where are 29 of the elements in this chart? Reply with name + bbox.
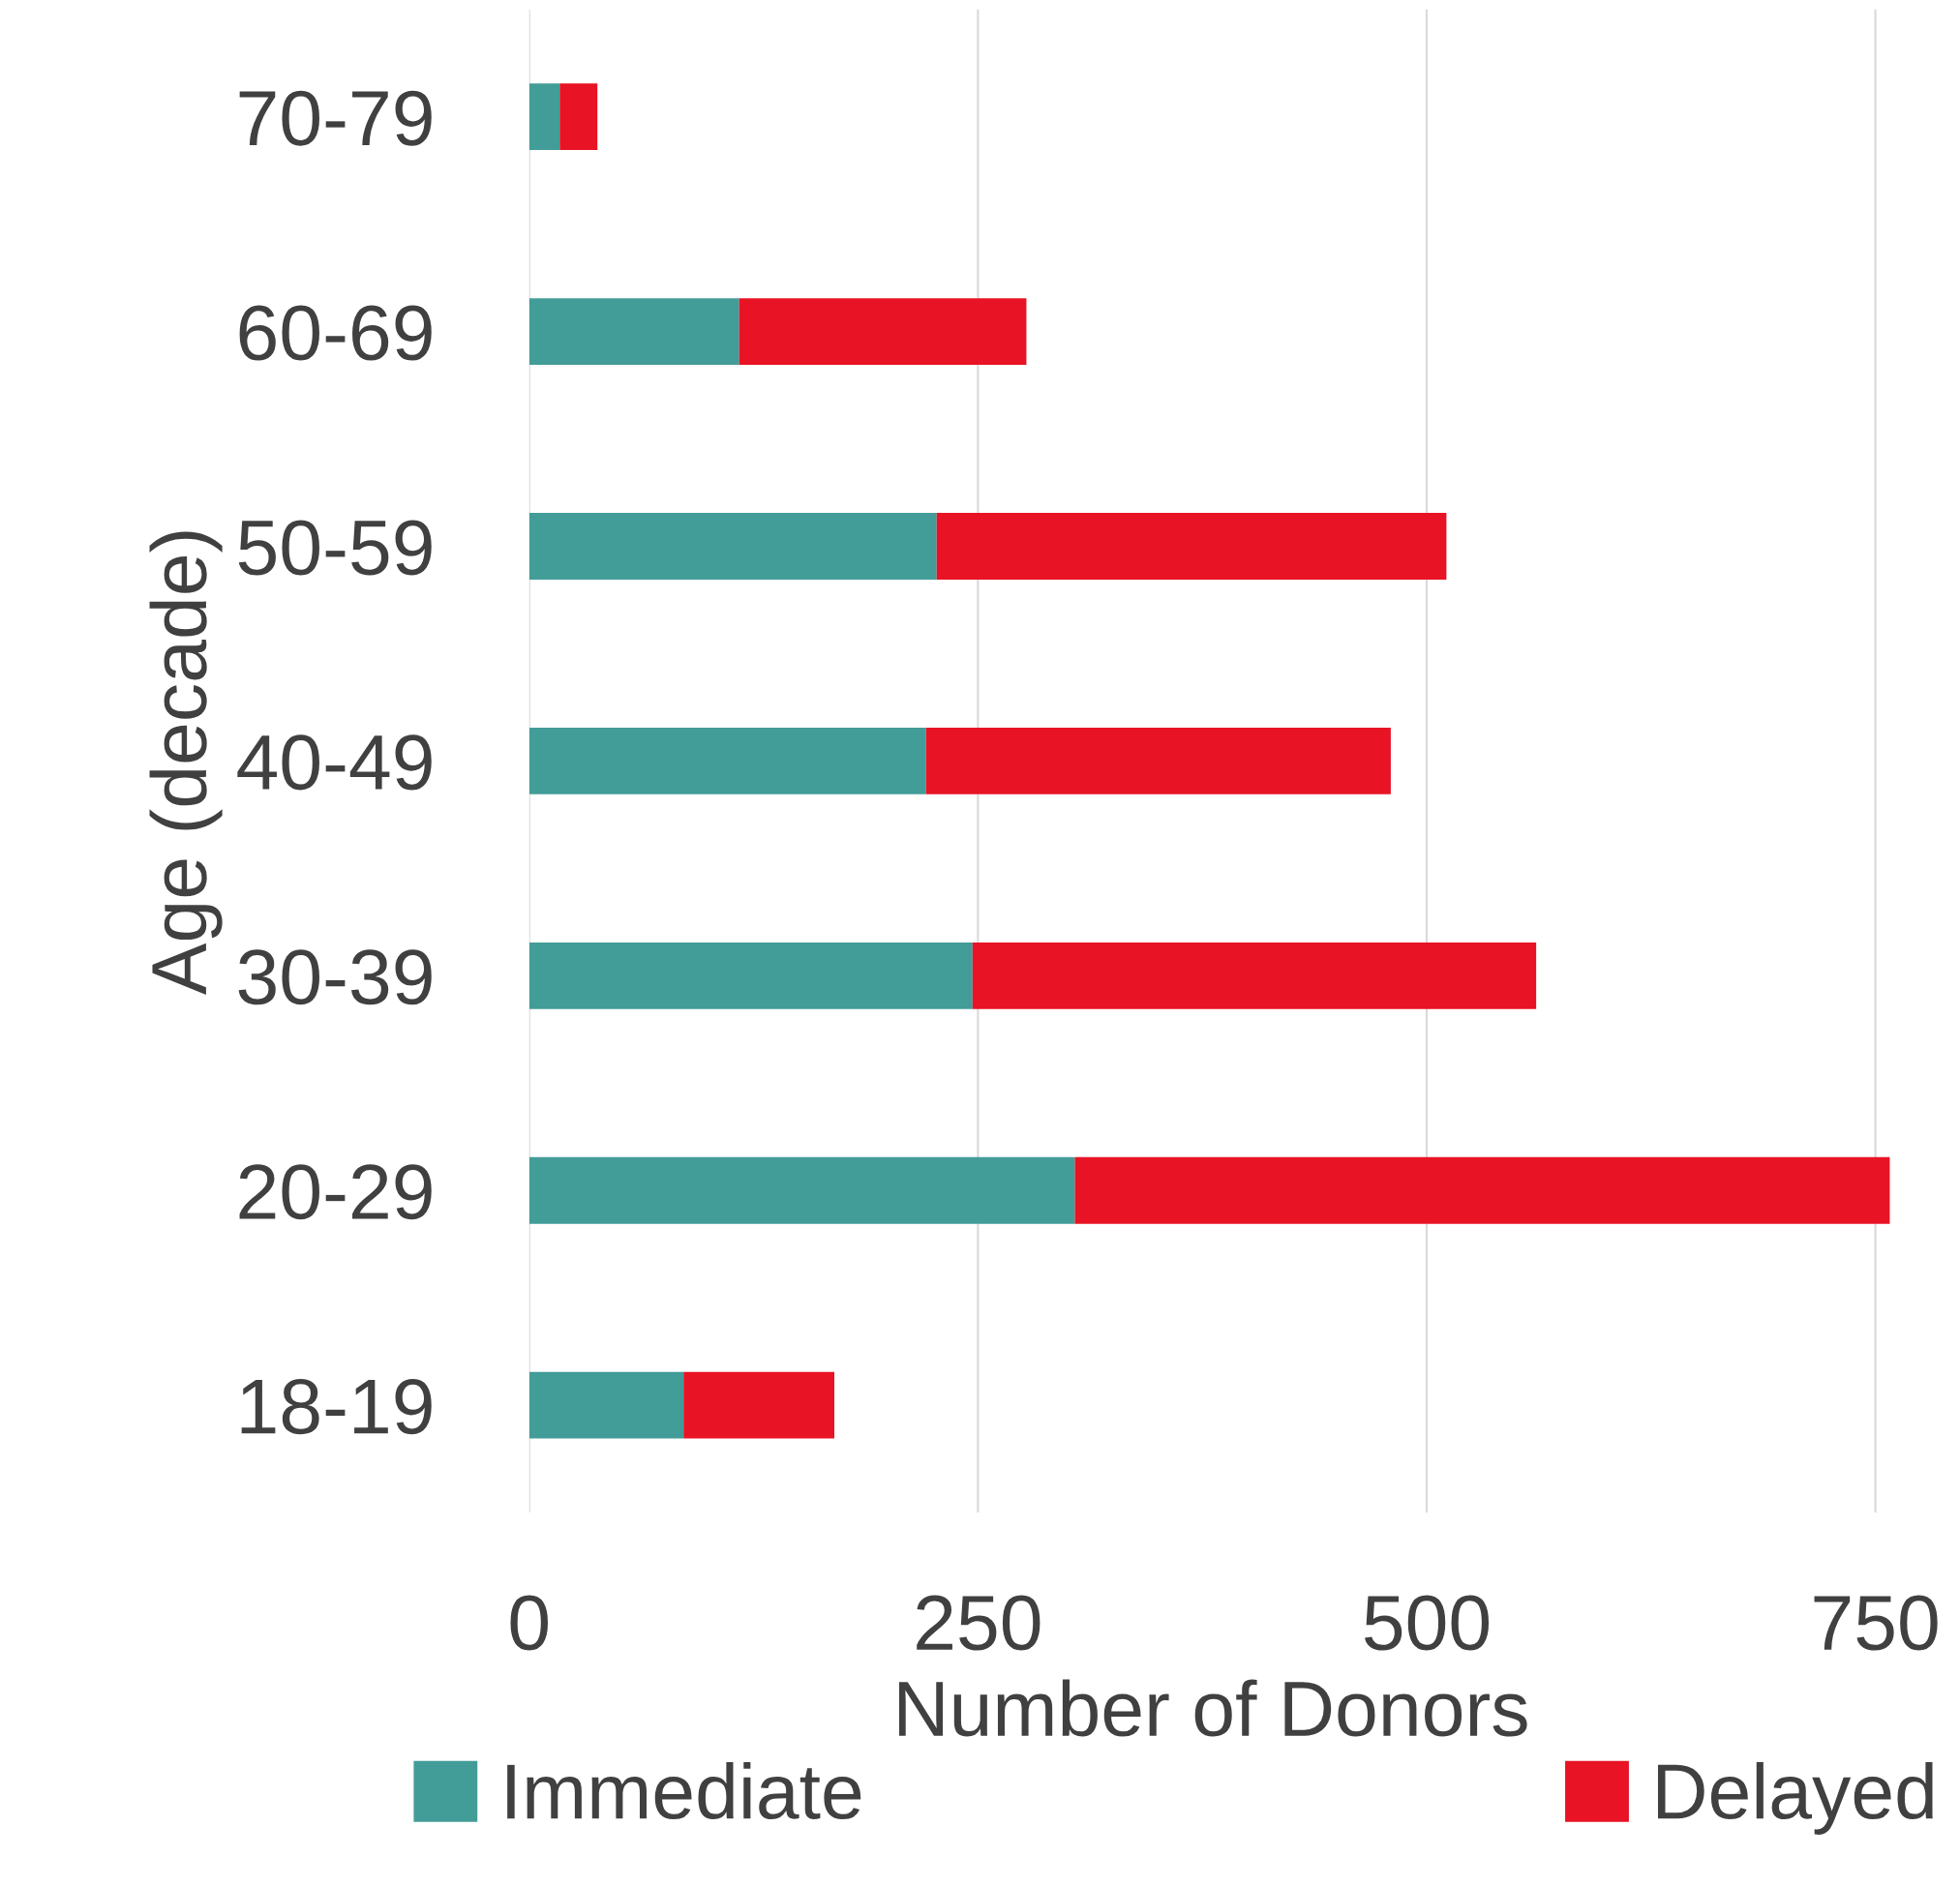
- bar: [1074, 1156, 1890, 1224]
- y-tick-label: 20-29: [239, 1164, 432, 1220]
- x-tick-label: 250: [917, 1595, 1040, 1651]
- x-tick-label: 750: [1814, 1595, 1938, 1651]
- y-axis-title: Age (decade): [149, 531, 223, 996]
- bar: [528, 1156, 1075, 1224]
- bar: [925, 728, 1391, 794]
- y-tick-label: 18-19: [241, 1379, 432, 1435]
- bar: [972, 942, 1537, 1009]
- bar: [528, 513, 937, 580]
- y-tick-label: 30-39: [238, 949, 432, 1005]
- bar: [528, 1371, 684, 1439]
- y-tick-label: 70-79: [239, 90, 432, 146]
- bar: [528, 298, 739, 365]
- bar: [559, 83, 598, 151]
- bar: [528, 83, 560, 151]
- y-tick-label: 40-49: [237, 734, 432, 791]
- x-tick-label: 500: [1365, 1595, 1490, 1651]
- bar: [528, 728, 926, 794]
- legend-label: Immediate: [507, 1761, 861, 1820]
- x-axis-title: Number of Donors: [899, 1679, 1527, 1737]
- legend-label: Delayed: [1657, 1761, 1933, 1835]
- y-tick-label: 60-69: [239, 305, 432, 361]
- bar: [683, 1371, 835, 1439]
- x-tick-label: 0: [510, 1595, 548, 1651]
- bar: [528, 942, 973, 1009]
- bar: [739, 298, 1027, 365]
- y-tick-label: 50-59: [238, 520, 432, 576]
- bar: [936, 513, 1447, 580]
